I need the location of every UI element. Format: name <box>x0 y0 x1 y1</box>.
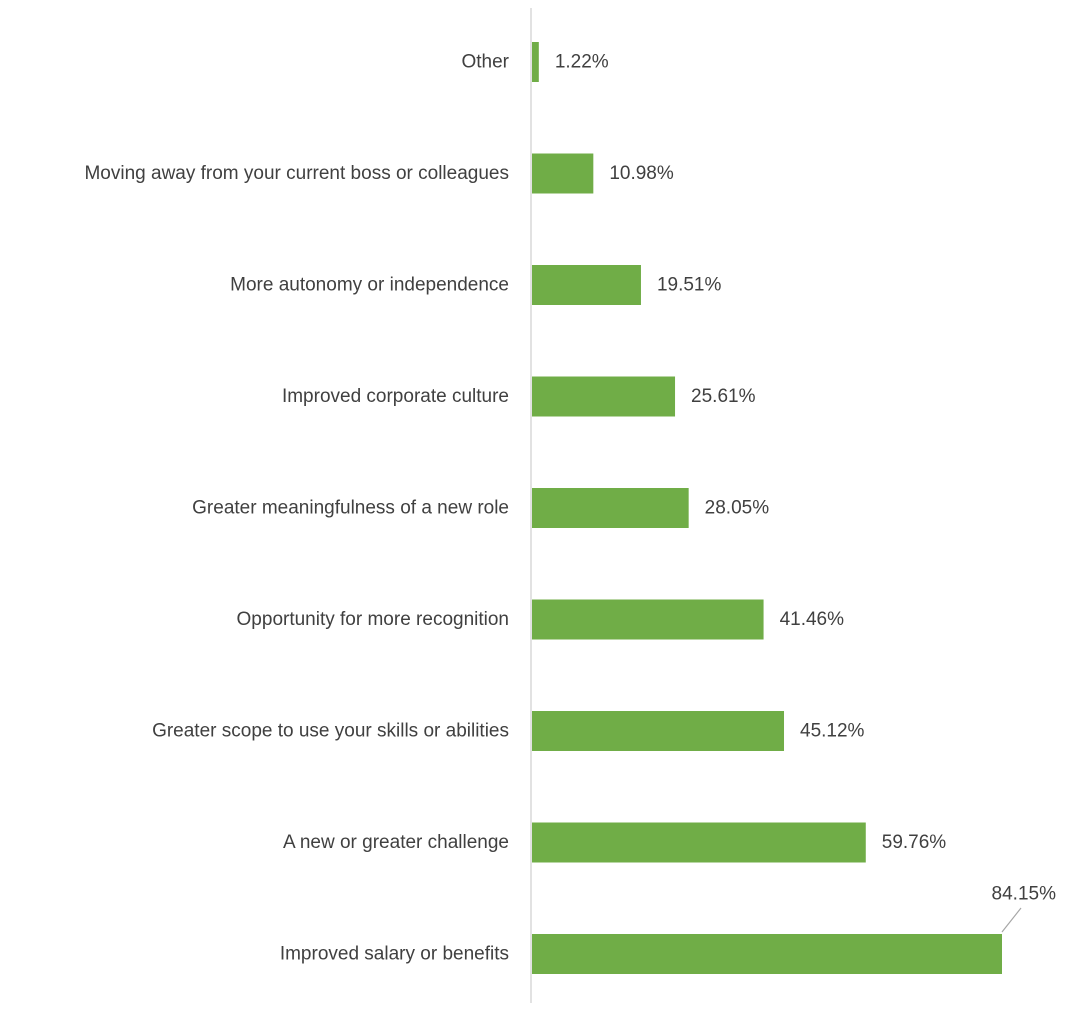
value-label: 1.22% <box>555 52 609 73</box>
value-label: 25.61% <box>691 386 756 407</box>
bar <box>532 599 764 640</box>
category-label: Greater meaningfulness of a new role <box>192 498 509 519</box>
bar <box>532 153 594 194</box>
category-label: Improved corporate culture <box>282 386 509 407</box>
bar <box>532 822 866 863</box>
category-label: Opportunity for more recognition <box>237 609 509 630</box>
value-label: 59.76% <box>882 832 947 853</box>
bar <box>532 42 539 82</box>
value-label-leader-line <box>1001 907 1022 933</box>
category-label: Other <box>461 52 509 73</box>
value-label: 45.12% <box>800 721 865 742</box>
category-label: More autonomy or independence <box>230 275 509 296</box>
bar <box>532 934 1002 974</box>
category-label: Improved salary or benefits <box>280 944 509 965</box>
value-label: 10.98% <box>609 163 674 184</box>
bar <box>532 488 689 528</box>
value-label: 28.05% <box>705 498 770 519</box>
category-label: Moving away from your current boss or co… <box>84 163 509 184</box>
value-label: 41.46% <box>780 609 845 630</box>
bar <box>532 711 785 751</box>
value-label: 19.51% <box>657 275 722 296</box>
value-label: 84.15% <box>992 884 1057 905</box>
bar <box>532 376 676 417</box>
bar <box>532 265 641 305</box>
category-label: Greater scope to use your skills or abil… <box>152 721 509 742</box>
category-label: A new or greater challenge <box>283 832 509 853</box>
